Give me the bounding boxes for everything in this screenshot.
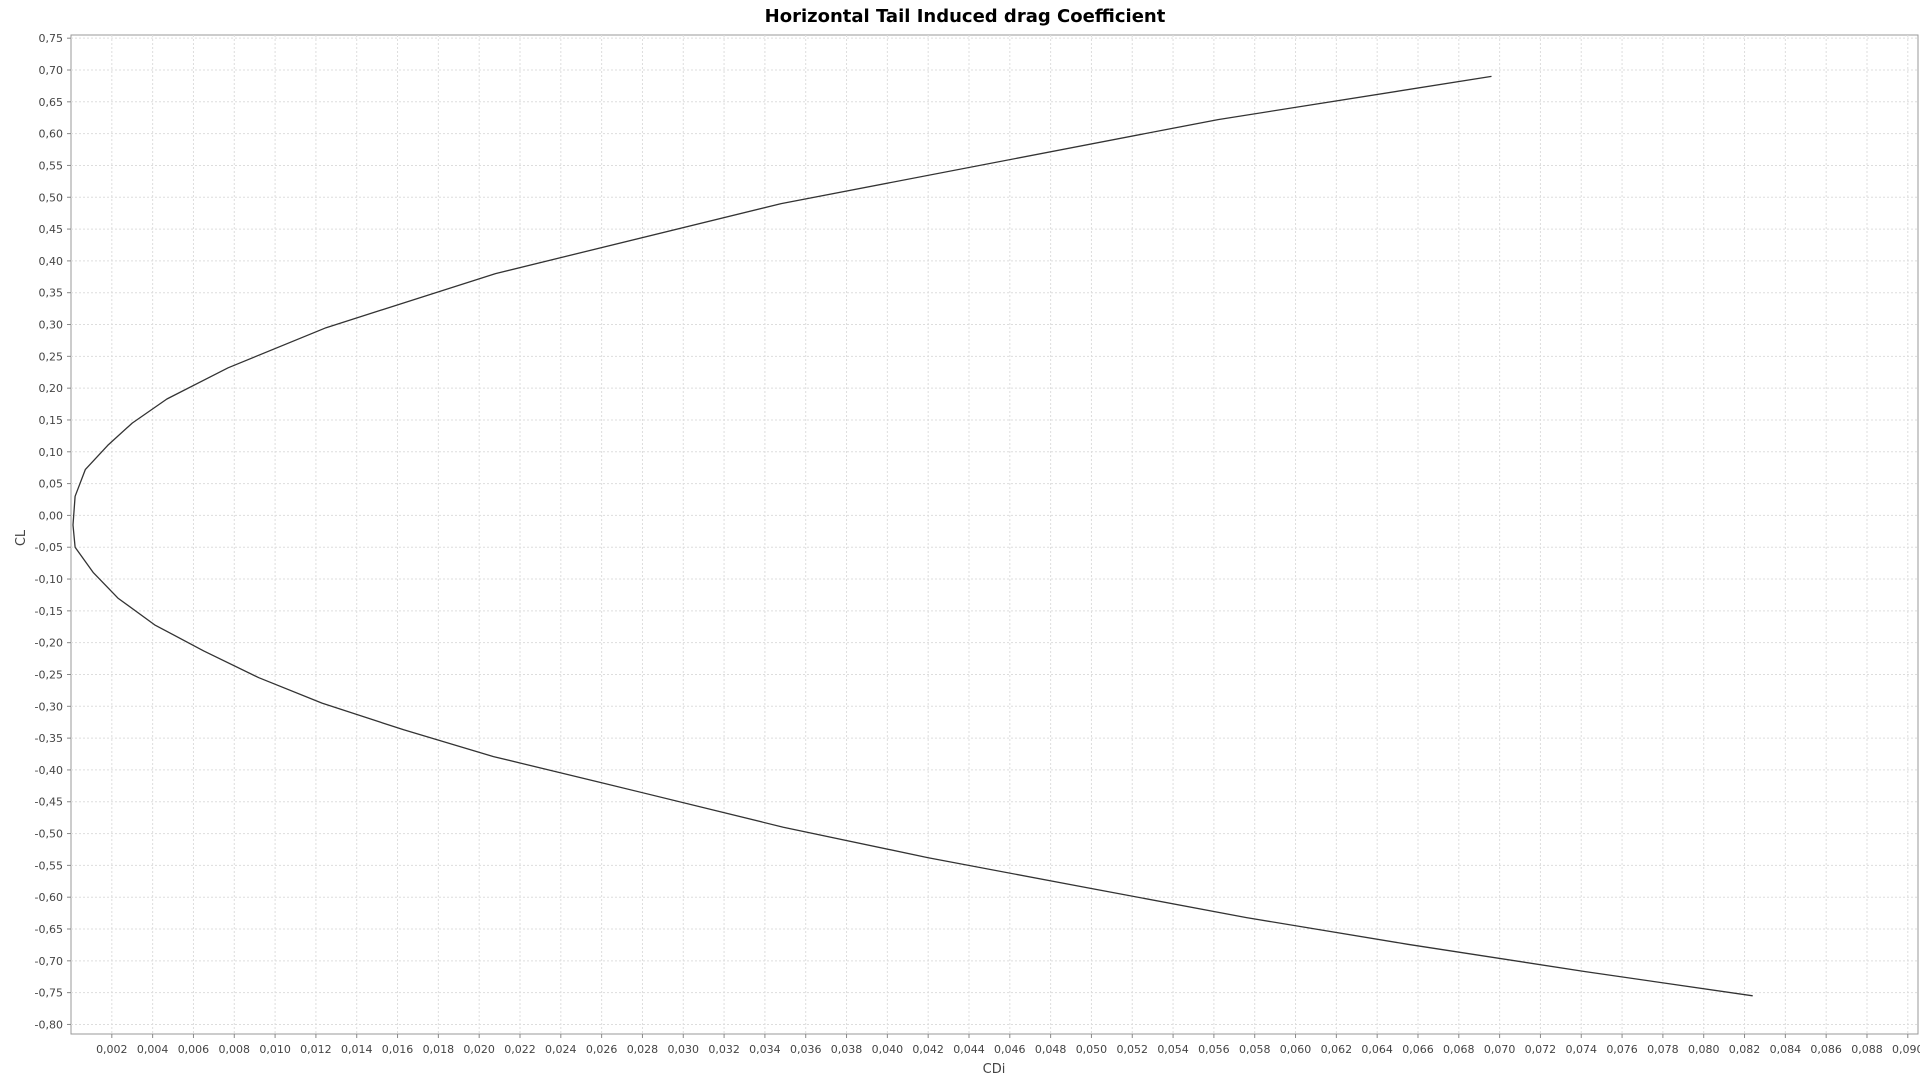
y-tick-label: 0,30 xyxy=(39,319,64,332)
x-grid-lines xyxy=(111,35,1909,1034)
y-tick-label: -0,30 xyxy=(35,700,63,713)
x-tick-label: 0,078 xyxy=(1647,1043,1679,1056)
y-tick-label: -0,35 xyxy=(35,732,63,745)
x-tick-label: 0,016 xyxy=(382,1043,414,1056)
x-tick-label: 0,062 xyxy=(1321,1043,1353,1056)
y-tick-label: -0,60 xyxy=(35,891,63,904)
x-tick-label: 0,086 xyxy=(1810,1043,1842,1056)
x-tick-label: 0,002 xyxy=(96,1043,128,1056)
x-tick-label: 0,080 xyxy=(1688,1043,1720,1056)
y-tick-label: -0,65 xyxy=(35,923,63,936)
y-tick-label: 0,10 xyxy=(39,446,64,459)
y-axis-ticks: 0,75 0,70 0,65 0,60 0,55 0,50 0,45 0,40 0,35 0,30… xyxy=(35,32,71,1031)
x-tick-label: 0,028 xyxy=(627,1043,659,1056)
x-tick-label: 0,050 xyxy=(1076,1043,1108,1056)
y-axis-label: CL xyxy=(14,529,29,546)
x-tick-label: 0,034 xyxy=(749,1043,781,1056)
x-tick-label: 0,012 xyxy=(300,1043,332,1056)
y-tick-label: -0,80 xyxy=(35,1018,63,1031)
x-tick-label: 0,074 xyxy=(1566,1043,1598,1056)
series-layer xyxy=(72,75,1753,997)
y-tick-label: -0,05 xyxy=(35,541,63,554)
x-tick-label: 0,046 xyxy=(994,1043,1026,1056)
x-tick-label: 0,090 xyxy=(1892,1043,1920,1056)
x-tick-label: 0,024 xyxy=(545,1043,577,1056)
y-tick-label: -0,45 xyxy=(35,796,63,809)
y-tick-label: -0,15 xyxy=(35,605,63,618)
x-tick-label: 0,070 xyxy=(1484,1043,1516,1056)
y-tick-label: -0,25 xyxy=(35,668,63,681)
x-tick-label: 0,010 xyxy=(259,1043,291,1056)
x-tick-label: 0,054 xyxy=(1157,1043,1189,1056)
x-tick-label: 0,066 xyxy=(1402,1043,1434,1056)
x-tick-label: 0,064 xyxy=(1361,1043,1393,1056)
x-tick-label: 0,004 xyxy=(137,1043,169,1056)
y-tick-label: -0,55 xyxy=(35,859,63,872)
x-tick-label: 0,014 xyxy=(341,1043,373,1056)
y-tick-label: 0,55 xyxy=(39,159,64,172)
y-tick-label: 0,60 xyxy=(39,128,64,141)
x-tick-label: 0,020 xyxy=(463,1043,495,1056)
x-tick-label: 0,056 xyxy=(1198,1043,1230,1056)
y-tick-label: 0,40 xyxy=(39,255,64,268)
x-tick-label: 0,044 xyxy=(953,1043,985,1056)
y-tick-label: 0,75 xyxy=(39,32,64,45)
x-tick-label: 0,088 xyxy=(1851,1043,1883,1056)
y-tick-label: 0,15 xyxy=(39,414,64,427)
y-tick-label: 0,00 xyxy=(39,509,64,522)
x-tick-label: 0,022 xyxy=(504,1043,536,1056)
x-tick-label: 0,076 xyxy=(1606,1043,1638,1056)
x-tick-label: 0,058 xyxy=(1239,1043,1271,1056)
y-tick-label: 0,70 xyxy=(39,64,64,77)
y-tick-label: -0,20 xyxy=(35,637,63,650)
x-tick-label: 0,026 xyxy=(586,1043,618,1056)
x-tick-label: 0,030 xyxy=(668,1043,700,1056)
y-tick-label: 0,50 xyxy=(39,191,64,204)
x-tick-label: 0,032 xyxy=(708,1043,740,1056)
y-tick-label: -0,40 xyxy=(35,764,63,777)
x-tick-label: 0,042 xyxy=(912,1043,944,1056)
series-line xyxy=(72,75,1753,997)
x-axis-label: CDi xyxy=(983,1062,1006,1077)
x-tick-label: 0,036 xyxy=(790,1043,822,1056)
y-tick-label: 0,45 xyxy=(39,223,64,236)
x-tick-label: 0,068 xyxy=(1443,1043,1475,1056)
y-tick-label: 0,25 xyxy=(39,350,64,363)
y-tick-label: -0,75 xyxy=(35,987,63,1000)
y-tick-label: -0,10 xyxy=(35,573,63,586)
y-tick-label: 0,65 xyxy=(39,96,64,109)
x-tick-label: 0,060 xyxy=(1280,1043,1312,1056)
y-tick-label: 0,20 xyxy=(39,382,64,395)
chart-title: Horizontal Tail Induced drag Coefficient xyxy=(765,6,1166,27)
x-tick-label: 0,048 xyxy=(1035,1043,1067,1056)
x-tick-label: 0,040 xyxy=(872,1043,904,1056)
x-axis-ticks: 0,002 0,004 0,006 0,008 0,010 0,012 0,014 0,016… xyxy=(96,1034,1920,1056)
y-tick-label: 0,35 xyxy=(39,287,64,300)
x-tick-label: 0,084 xyxy=(1770,1043,1802,1056)
plot-area xyxy=(70,34,1919,1035)
x-tick-label: 0,082 xyxy=(1729,1043,1761,1056)
y-tick-label: -0,70 xyxy=(35,955,63,968)
x-tick-label: 0,018 xyxy=(423,1043,455,1056)
x-tick-label: 0,038 xyxy=(831,1043,863,1056)
x-tick-label: 0,072 xyxy=(1525,1043,1557,1056)
x-tick-label: 0,008 xyxy=(219,1043,251,1056)
y-tick-label: -0,50 xyxy=(35,828,63,841)
x-tick-label: 0,006 xyxy=(178,1043,210,1056)
x-tick-label: 0,052 xyxy=(1117,1043,1149,1056)
y-tick-label: 0,05 xyxy=(39,478,64,491)
